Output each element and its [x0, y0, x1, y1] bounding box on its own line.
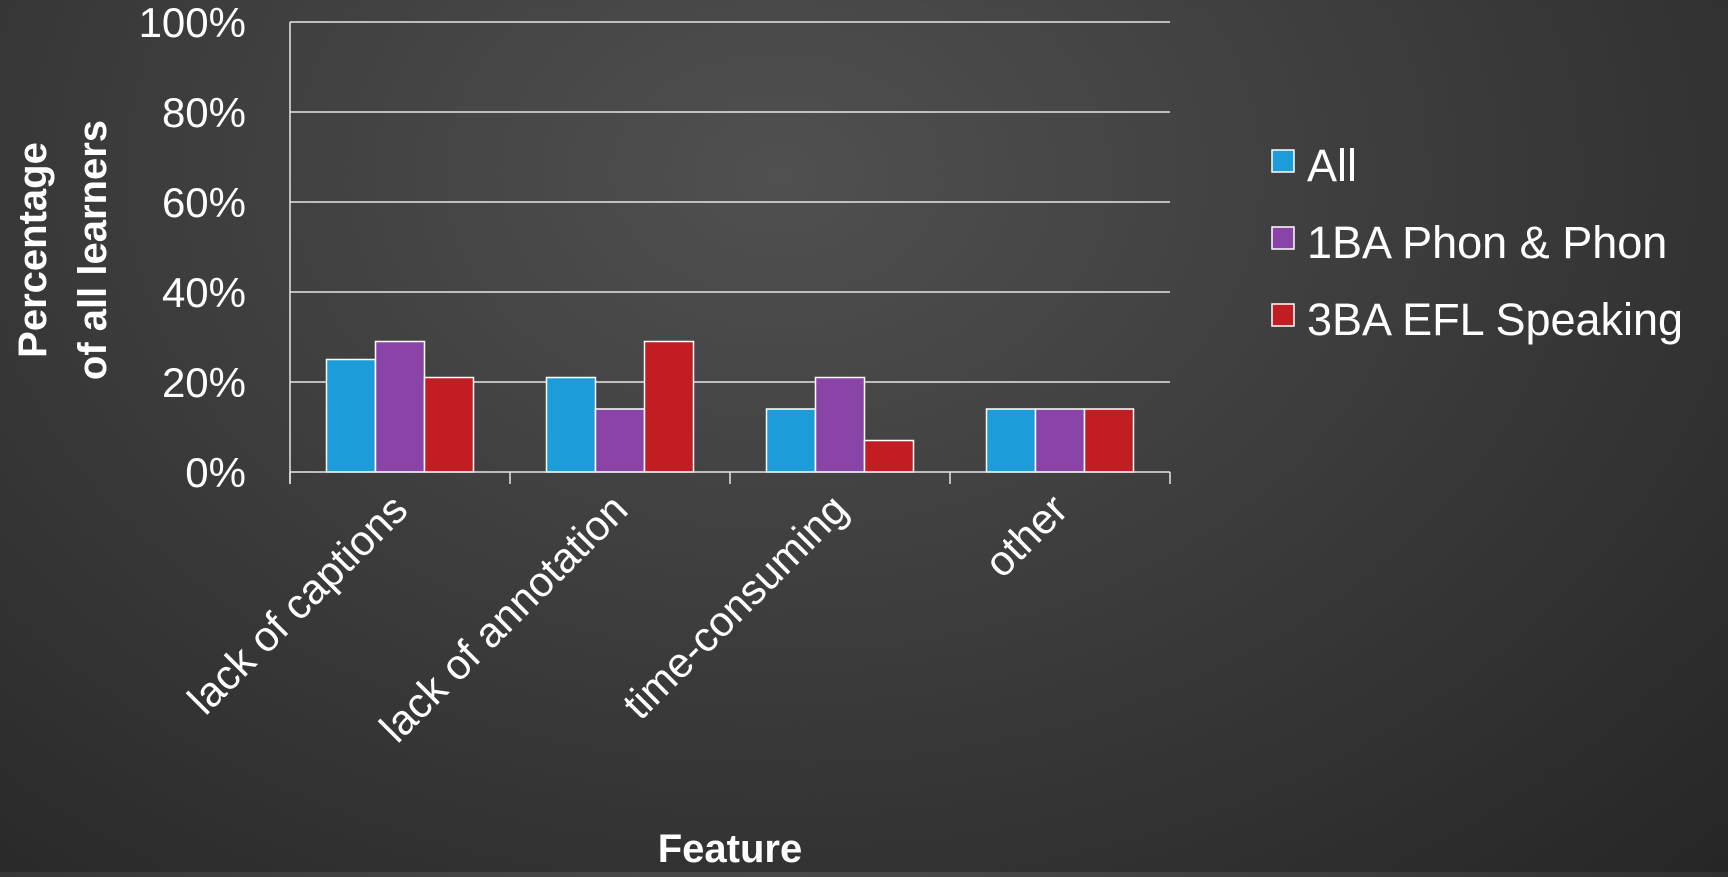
bar — [814, 376, 866, 473]
bar — [863, 439, 915, 473]
x-tick-label: other — [975, 485, 1076, 586]
legend-swatch — [1271, 226, 1295, 250]
x-tick-label: lack of annotation — [370, 485, 636, 751]
legend-swatch — [1271, 149, 1295, 173]
legend-label: 3BA EFL Speaking — [1307, 294, 1683, 345]
bar — [765, 408, 817, 473]
bars — [325, 340, 1135, 473]
bar — [1034, 408, 1086, 473]
y-tick-label: 80% — [162, 89, 246, 136]
y-tick-label: 100% — [139, 0, 246, 46]
x-tick-label: time-consuming — [614, 485, 857, 728]
bar — [643, 340, 695, 473]
x-tick-label: lack of captions — [178, 485, 416, 723]
axes — [289, 22, 1171, 484]
y-axis-label-line2: of all learners — [71, 120, 115, 380]
y-tick-label: 40% — [162, 269, 246, 316]
y-axis-label-line1: Percentage — [11, 142, 55, 358]
y-tick-label: 20% — [162, 359, 246, 406]
bar — [423, 376, 475, 473]
legend: All 1BA Phon & Phon 3BA EFL Speaking — [1271, 140, 1683, 345]
legend-swatch — [1271, 303, 1295, 327]
gridlines — [290, 21, 1170, 383]
bar — [594, 408, 646, 473]
bar — [374, 340, 426, 473]
legend-label: 1BA Phon & Phon — [1307, 217, 1667, 268]
bar — [545, 376, 597, 473]
y-tick-label: 60% — [162, 179, 246, 226]
x-axis-label: Feature — [658, 827, 803, 871]
bar — [325, 358, 377, 473]
y-tick-labels: 0% 20% 40% 60% 80% 100% — [139, 0, 246, 496]
bar — [985, 408, 1037, 473]
y-tick-label: 0% — [185, 449, 246, 496]
bar — [1083, 408, 1135, 473]
legend-label: All — [1307, 140, 1357, 191]
